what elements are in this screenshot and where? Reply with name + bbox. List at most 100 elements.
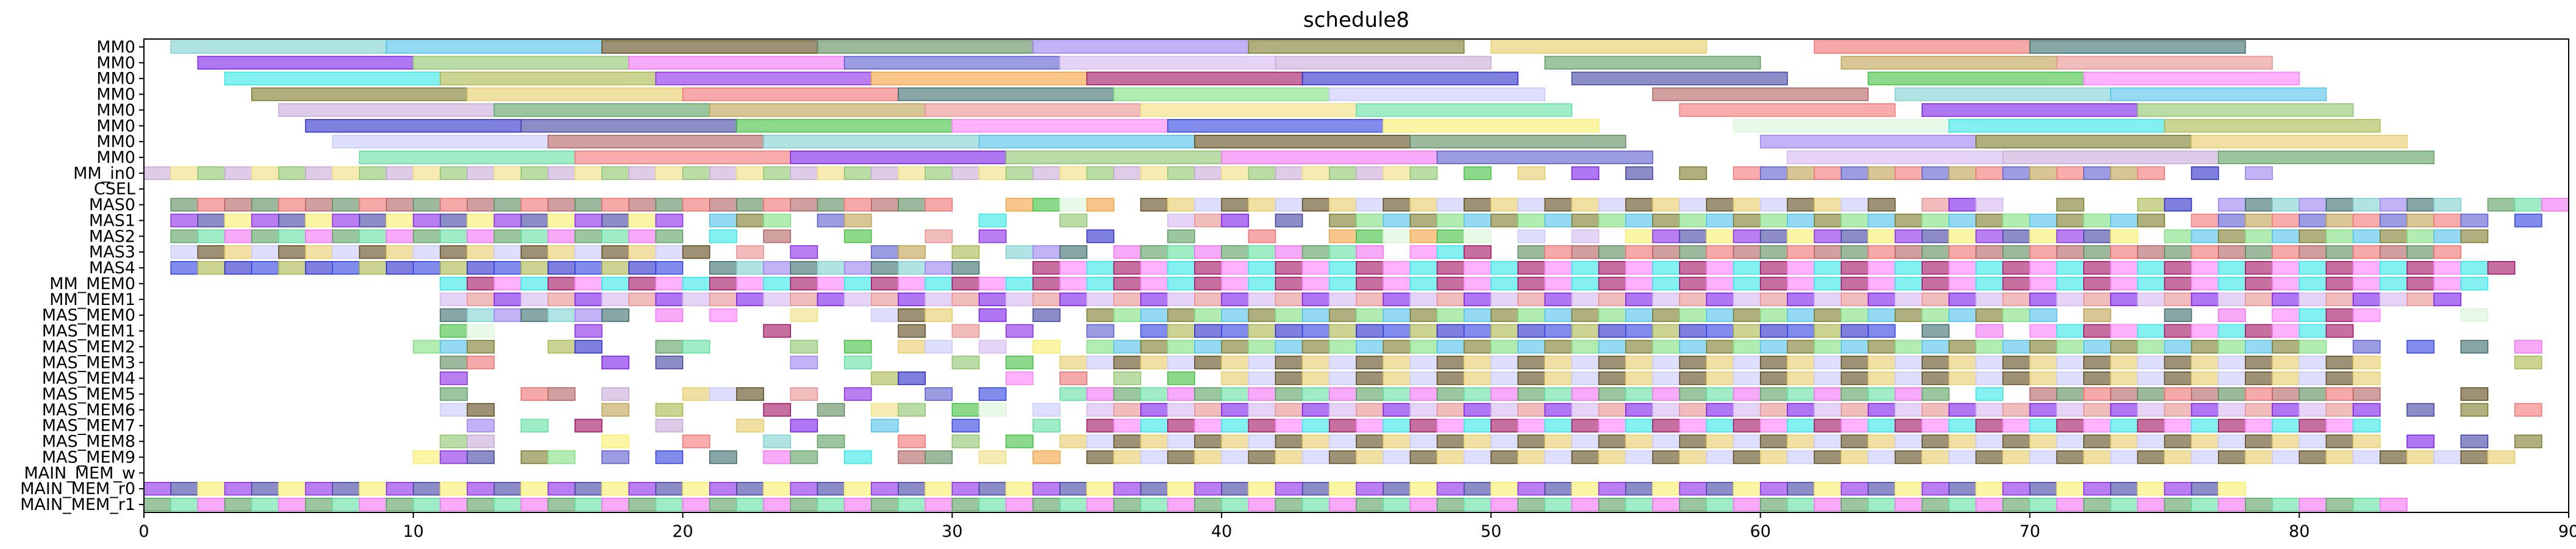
task-bar [1598,198,1626,212]
task-bar [1221,214,1250,228]
task-bar [1544,198,1573,212]
task-bar [1275,292,1303,306]
task-bar [1194,434,1222,448]
task-bar [1733,324,1761,338]
task-bar [2191,292,2219,306]
task-bar [2325,434,2354,448]
task-bar [467,450,495,464]
task-bar [2217,497,2246,512]
task-bar [1517,198,1546,212]
task-bar [1356,229,1384,243]
task-bar [1221,371,1250,386]
task-bar [1167,198,1195,212]
task-bar [574,276,603,291]
task-bar [1787,198,1815,212]
task-bar [2325,276,2354,291]
task-bar [1625,418,1653,432]
task-bar [2460,308,2489,322]
task-bar [547,387,576,401]
task-bar [1275,340,1303,354]
task-bar [1571,324,1600,338]
task-bar [1383,356,1411,370]
task-bar [2433,198,2462,212]
task-bar [1598,482,1626,496]
task-bar [1005,150,1222,165]
task-bar [1975,198,2004,212]
task-bar [1086,229,1115,243]
task-bar [1571,418,1600,432]
task-bar [1409,324,1438,338]
task-bar [2433,260,2462,275]
task-bar [1814,324,1842,338]
task-bar [1814,371,1842,386]
task-bar [1921,103,2138,117]
task-bar [843,260,872,275]
task-bar [736,482,764,496]
task-bar [1167,482,1195,496]
task-bar [898,276,926,291]
task-bar [1733,450,1761,464]
task-bar [925,292,953,306]
task-bar [1194,276,1222,291]
task-bar [1544,434,1573,448]
task-bar [655,340,684,354]
task-bar [898,434,926,448]
task-bar [2029,308,2058,322]
task-bar [763,497,792,512]
task-bar [1598,324,1626,338]
task-bar [2110,87,2327,101]
task-bar [1248,418,1276,432]
task-bar [2352,214,2381,228]
task-bar [574,166,603,180]
task-bar [1975,214,2004,228]
task-bar [925,276,953,291]
task-bar [709,229,737,243]
task-bar [2299,324,2327,338]
task-bar [1814,292,1842,306]
task-bar [1975,340,2004,354]
task-bar [520,260,549,275]
task-bar [790,340,818,354]
y-tick-label: MAS_MEM4 [42,369,135,388]
task-bar [655,276,684,291]
task-bar [520,292,549,306]
task-bar [1086,387,1115,401]
task-bar [385,229,414,243]
task-bar [1301,292,1330,306]
task-bar [1625,214,1653,228]
task-bar [2352,229,2381,243]
task-bar [1140,103,1357,117]
task-bar [520,418,549,432]
task-bar [2110,387,2138,401]
task-bar [655,245,684,259]
task-bar [2137,387,2166,401]
task-bar [790,497,818,512]
task-bar [951,119,1168,133]
task-bar [385,198,414,212]
task-bar [170,166,199,180]
task-bar [843,450,872,464]
task-bar [1679,482,1708,496]
task-bar [2191,166,2219,180]
task-bar [601,40,818,54]
task-bar [1248,260,1276,275]
task-bar [736,497,764,512]
task-bar [2352,403,2381,417]
task-bar [1194,260,1222,275]
task-bar [1463,260,1492,275]
task-bar [224,482,252,496]
task-bar [1329,166,1357,180]
task-bar [2002,260,2031,275]
task-bar [440,229,468,243]
task-bar [493,292,522,306]
task-bar [1059,276,1087,291]
task-bar [817,482,845,496]
task-bar [2056,450,2084,464]
task-bar [1329,340,1357,354]
task-bar [520,308,549,322]
task-bar [2110,166,2138,180]
task-bar [1625,324,1653,338]
task-bar [1221,434,1250,448]
task-bar [1759,371,1788,386]
task-bar [1221,166,1250,180]
